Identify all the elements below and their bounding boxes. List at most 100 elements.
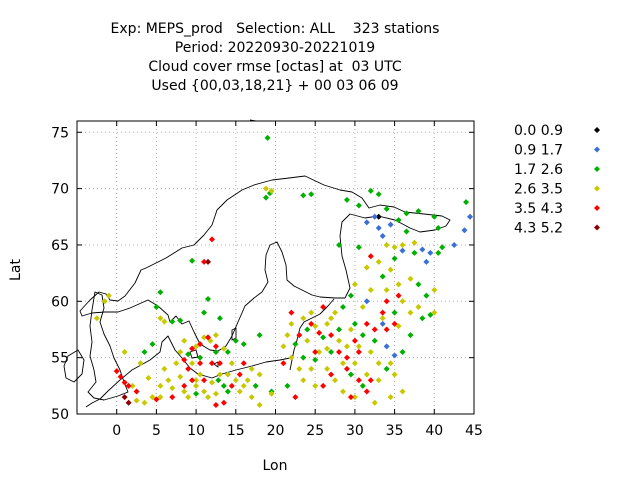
data-point — [244, 377, 251, 384]
data-point — [228, 382, 235, 389]
y-tick-label: 65 — [51, 238, 69, 254]
data-point — [133, 388, 140, 395]
data-point — [224, 349, 231, 356]
data-point — [169, 385, 176, 392]
data-point — [137, 360, 144, 367]
data-point — [157, 382, 164, 389]
data-point — [328, 315, 335, 322]
data-point — [391, 352, 398, 359]
data-point — [193, 390, 200, 397]
data-point — [336, 349, 343, 356]
data-point — [141, 349, 148, 356]
data-point — [423, 258, 430, 265]
data-point — [181, 382, 188, 389]
data-point — [308, 309, 315, 316]
data-point — [324, 365, 331, 372]
data-point — [177, 349, 184, 356]
data-point — [403, 228, 410, 235]
data-point — [181, 356, 188, 363]
data-point — [347, 326, 354, 333]
data-point — [129, 382, 136, 389]
data-point — [439, 244, 446, 251]
data-point — [375, 191, 382, 198]
data-point — [351, 337, 358, 344]
data-point — [367, 349, 374, 356]
y-tick-label: 75 — [51, 125, 69, 141]
data-point — [189, 257, 196, 264]
data-point — [256, 371, 263, 378]
data-point — [312, 323, 319, 330]
legend-marker — [594, 185, 600, 192]
data-point — [149, 394, 156, 401]
data-point — [240, 382, 247, 389]
data-point — [367, 287, 374, 294]
data-point — [383, 241, 390, 248]
data-point — [383, 365, 390, 372]
data-point — [193, 343, 200, 350]
data-point — [268, 390, 275, 397]
data-point — [113, 368, 120, 375]
legend-marker — [594, 127, 600, 133]
data-point — [395, 217, 402, 224]
data-point — [197, 354, 204, 361]
y-tick-label: 55 — [51, 351, 69, 367]
data-point — [300, 354, 307, 361]
data-point — [304, 337, 311, 344]
data-point — [423, 292, 430, 299]
data-point — [371, 326, 378, 333]
x-axis-label: Lon — [263, 458, 288, 474]
data-point — [332, 309, 339, 316]
data-point — [268, 187, 275, 194]
title-line-4: Used {00,03,18,21} + 00 03 06 09 — [151, 78, 399, 94]
data-point — [141, 399, 148, 406]
data-point — [216, 371, 223, 378]
data-point — [280, 360, 287, 367]
data-point — [367, 187, 374, 194]
data-point — [343, 365, 350, 372]
data-point — [292, 394, 299, 401]
data-point — [252, 382, 259, 389]
data-point — [208, 236, 215, 243]
data-point — [236, 371, 243, 378]
data-point — [343, 196, 350, 203]
data-point — [355, 343, 362, 350]
data-point — [220, 345, 227, 352]
data-point — [212, 390, 219, 397]
data-point — [308, 320, 315, 327]
data-point — [284, 332, 291, 339]
data-point — [236, 388, 243, 395]
data-point — [395, 292, 402, 299]
x-tick-label: 45 — [465, 423, 483, 439]
legend-label: 4.3 5.2 — [514, 221, 563, 237]
data-point — [93, 315, 100, 322]
y-tick-label: 60 — [51, 294, 69, 310]
data-point — [407, 275, 414, 282]
data-point — [367, 377, 374, 384]
data-point — [201, 377, 208, 384]
data-point — [161, 365, 168, 372]
data-point — [292, 341, 299, 348]
data-point — [363, 320, 370, 327]
data-point — [336, 337, 343, 344]
legend-marker — [594, 146, 600, 153]
title-line-2: Period: 20220930-20221019 — [174, 40, 376, 56]
data-point — [201, 388, 208, 395]
data-point — [224, 371, 231, 378]
data-point — [300, 377, 307, 384]
data-point — [375, 360, 382, 367]
grid — [77, 121, 475, 415]
data-point — [169, 318, 176, 325]
data-points — [93, 134, 474, 408]
title-line-3: Cloud cover rmse [octas] at 03 UTC — [148, 59, 402, 75]
data-point — [300, 315, 307, 322]
data-point — [189, 345, 196, 352]
data-point — [395, 281, 402, 288]
data-point — [467, 213, 474, 220]
data-point — [355, 244, 362, 251]
data-point — [399, 349, 406, 356]
data-point — [288, 354, 295, 361]
data-point — [185, 394, 192, 401]
data-point — [431, 213, 438, 220]
title-line-1: Exp: MEPS_prod Selection: ALL 323 statio… — [110, 21, 440, 37]
data-point — [181, 337, 188, 344]
